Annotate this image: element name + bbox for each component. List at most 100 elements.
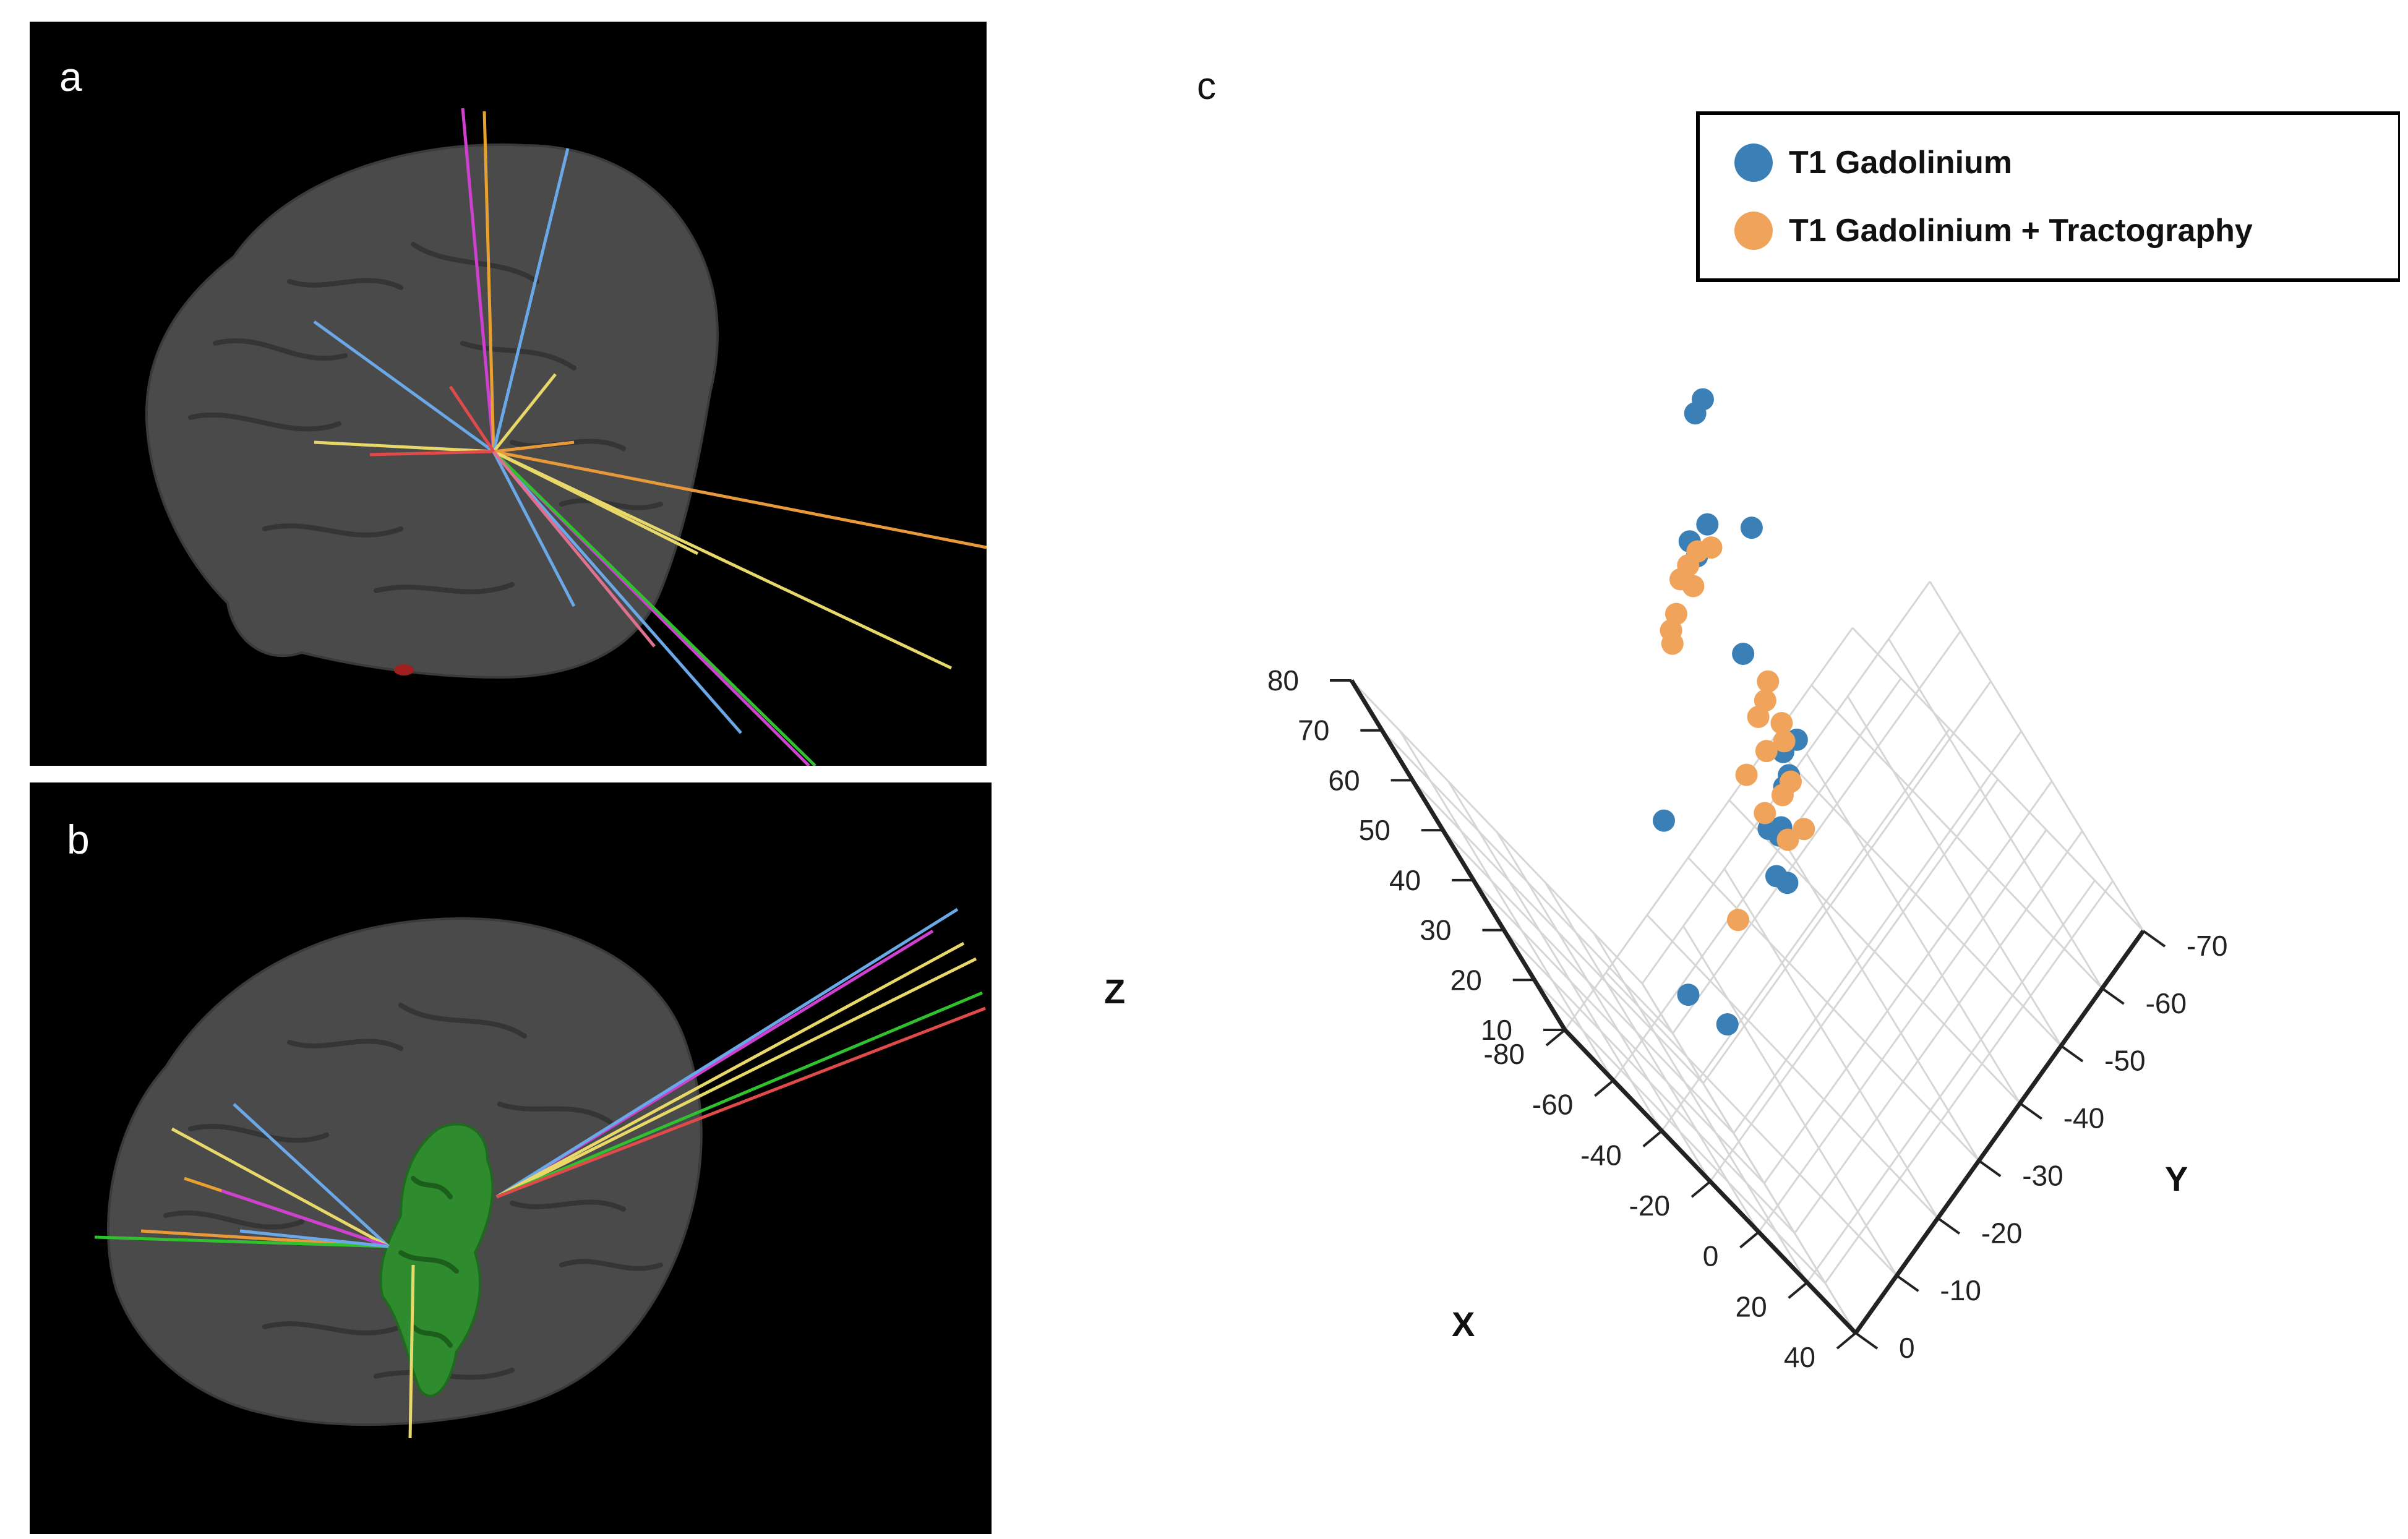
y-tick-label: -50 <box>2104 1045 2145 1077</box>
point-t1-gadolinium-tractography <box>1754 802 1776 825</box>
legend: T1 Gadolinium T1 Gadolinium + Tractograp… <box>1696 111 2400 282</box>
point-t1-gadolinium-tractography <box>1726 909 1749 932</box>
x-tick-label: 40 <box>1784 1341 1815 1373</box>
lead-line <box>233 1103 390 1248</box>
grid-line <box>1770 742 2062 1047</box>
x-tick-mark <box>1788 1281 1808 1299</box>
point-t1-gadolinium-tractography <box>1661 632 1684 655</box>
panel-c-letter: c <box>1197 65 1216 108</box>
grid-line <box>1496 831 1712 1182</box>
point-t1-gadolinium <box>1696 513 1719 536</box>
grid-line <box>1810 684 2103 989</box>
electrode-leads <box>94 907 986 1439</box>
y-tick-label: -70 <box>2187 930 2227 962</box>
point-t1-gadolinium-tractography <box>1665 602 1687 625</box>
panel-a-letter: a <box>59 54 82 100</box>
z-tick-label: 80 <box>1267 664 1299 697</box>
point-t1-gadolinium-tractography <box>1770 711 1793 734</box>
point-t1-gadolinium-tractography <box>1780 770 1802 793</box>
point-t1-gadolinium <box>1677 984 1700 1006</box>
grid-line <box>1702 680 1992 1084</box>
lead-line <box>492 450 816 766</box>
panel-a: a <box>30 22 987 766</box>
lead-line <box>94 1235 389 1248</box>
z-axis-line <box>1350 679 1567 1031</box>
marker-red <box>394 664 414 675</box>
grid-line <box>1806 753 2021 1104</box>
z-tick-label: 70 <box>1298 714 1329 747</box>
x-tick-mark <box>1836 1332 1857 1350</box>
y-axis-line <box>1854 929 2145 1335</box>
grid-line <box>1593 932 1808 1284</box>
point-t1-gadolinium-tractography <box>1682 575 1705 598</box>
panel-b: b <box>30 782 992 1534</box>
point-t1-gadolinium <box>1716 1013 1739 1036</box>
tumor-region <box>379 1123 494 1397</box>
z-tick-label: 30 <box>1420 914 1451 946</box>
z-tick-label: 40 <box>1389 864 1421 896</box>
z-tick-label: 50 <box>1359 814 1390 846</box>
z-tick-label: 20 <box>1450 964 1482 996</box>
point-t1-gadolinium-tractography <box>1776 828 1799 851</box>
lead-line <box>492 450 576 607</box>
y-tick-label: -20 <box>1981 1217 2022 1249</box>
grid-line <box>1806 880 2096 1284</box>
grid-line <box>1545 881 1760 1233</box>
grid-line <box>1381 729 1674 1034</box>
lead-line <box>461 108 495 452</box>
grid-line <box>1646 914 1939 1219</box>
grid-line <box>1442 830 1734 1134</box>
y-tick-mark <box>2060 1045 2084 1063</box>
legend-box <box>1696 111 2400 282</box>
grid-line <box>1728 799 2021 1104</box>
y-tick-mark <box>1937 1217 1961 1235</box>
y-tick-mark <box>2101 987 2125 1005</box>
y-tick-label: -30 <box>2022 1159 2063 1191</box>
point-t1-gadolinium-tractography <box>1773 730 1796 753</box>
y-tick-mark <box>2019 1102 2042 1120</box>
lead-line <box>496 1006 986 1199</box>
y-tick-label: -10 <box>1940 1274 1981 1306</box>
point-t1-gadolinium <box>1765 865 1788 888</box>
lead-line <box>482 111 495 452</box>
point-t1-gadolinium-tractography <box>1757 670 1780 693</box>
grid-line <box>1661 728 1950 1132</box>
point-t1-gadolinium <box>1732 642 1755 665</box>
axis-title-x: X <box>1452 1305 1475 1344</box>
grid-line <box>1794 830 2083 1234</box>
grid-line <box>1682 925 1898 1276</box>
grid-line <box>1613 677 1902 1081</box>
grid-line <box>1641 983 1857 1334</box>
axis-title-y: Y <box>2165 1159 2188 1198</box>
grid-line <box>1709 779 1999 1182</box>
grid-line <box>1888 638 2103 989</box>
grid-line <box>1846 695 2062 1047</box>
x-tick-label: -40 <box>1580 1139 1621 1171</box>
chart-points <box>1653 388 1815 1036</box>
lead-line <box>313 320 495 453</box>
lead-line <box>493 440 575 453</box>
grid-line <box>1733 731 2023 1134</box>
point-t1-gadolinium-tractography <box>1700 536 1723 559</box>
lead-line <box>495 941 965 1199</box>
lead-line <box>408 1264 415 1439</box>
x-tick-label: -80 <box>1484 1038 1525 1070</box>
grid-line <box>1723 868 1939 1219</box>
grid-line <box>1399 730 1614 1081</box>
x-tick-label: -60 <box>1532 1089 1573 1121</box>
y-tick-mark <box>1896 1274 1919 1292</box>
point-t1-gadolinium-tractography <box>1755 740 1778 763</box>
brain-surface <box>106 917 703 1426</box>
y-tick-mark <box>1978 1159 2002 1178</box>
z-tick-label: 60 <box>1328 764 1360 796</box>
y-tick-mark <box>1854 1332 1879 1350</box>
legend-label-0: T1 Gadolinium <box>1789 145 2012 181</box>
axis-title-z: Z <box>1104 972 1125 1011</box>
x-tick-mark <box>1690 1180 1712 1198</box>
lead-line <box>369 450 494 457</box>
grid-line <box>1758 829 2047 1233</box>
grid-line <box>1851 627 2144 932</box>
lead-line <box>492 450 656 648</box>
lead-line <box>221 1189 389 1248</box>
